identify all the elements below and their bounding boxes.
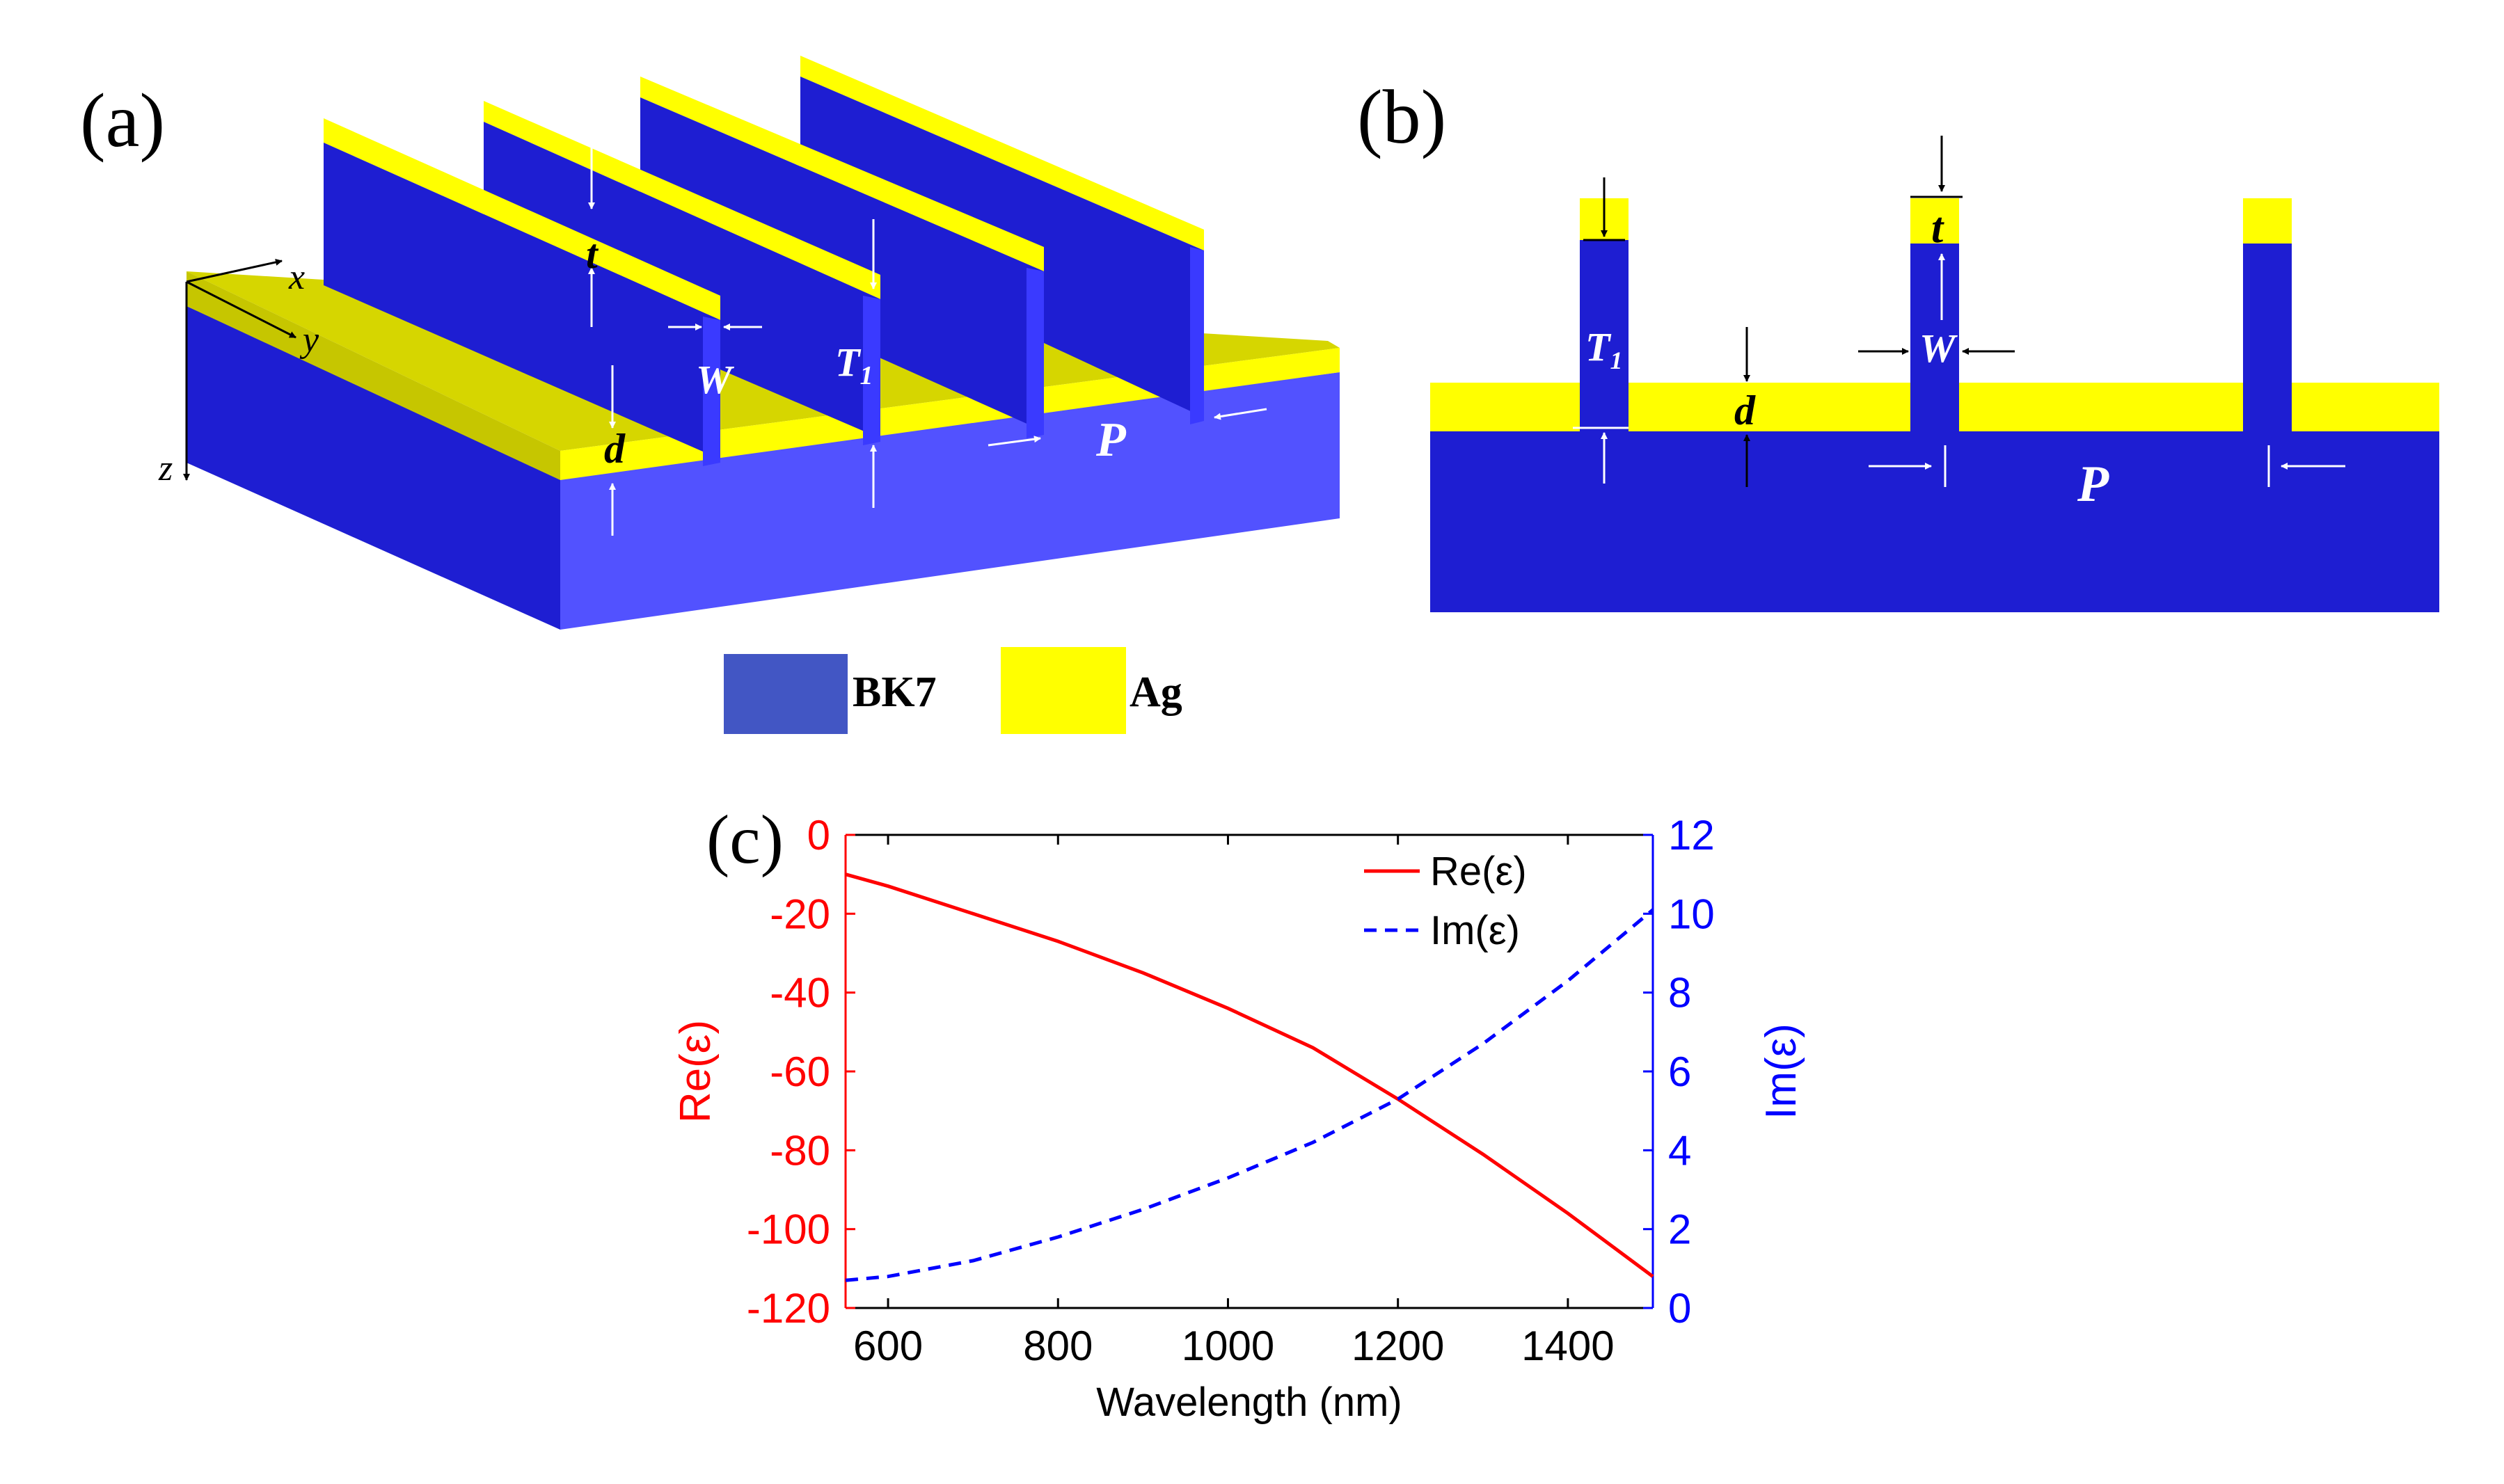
right-y-axis-label: Im(ε) xyxy=(1757,1023,1805,1119)
axis-x-label: x xyxy=(288,257,305,297)
legend-swatch-bk7 xyxy=(724,654,848,734)
left-y-tick-label--100: -100 xyxy=(747,1206,830,1253)
left-y-tick-label--20: -20 xyxy=(770,891,830,937)
rib-1-cross-section xyxy=(1580,240,1629,431)
label-P-b: P xyxy=(2077,456,2109,513)
panel-c-label: (c) xyxy=(706,801,784,878)
axis-z-label: z xyxy=(158,449,173,488)
right-y-tick-label-2: 2 xyxy=(1668,1206,1691,1253)
legend-swatch-ag xyxy=(1001,647,1126,734)
left-y-tick-label--40: -40 xyxy=(770,970,830,1016)
label-d-b: d xyxy=(1734,388,1756,433)
legend-label-bk7: BK7 xyxy=(853,669,937,716)
chart-legend-label-0: Re(ε) xyxy=(1430,849,1527,894)
panel-a-label: (a) xyxy=(80,78,165,163)
axis-y-label: y xyxy=(299,320,319,360)
panel-b: (b) t T1 W d P xyxy=(1357,74,2439,612)
label-W-a: W xyxy=(696,357,734,402)
series-line-re-eps xyxy=(845,872,1654,1278)
label-T1-b: T1 xyxy=(1585,324,1622,374)
x-axis-label: Wavelength (nm) xyxy=(1096,1380,1402,1425)
x-tick-label-1400: 1400 xyxy=(1521,1323,1614,1369)
substrate-left-face xyxy=(187,306,560,630)
panel-b-label: (b) xyxy=(1357,74,1446,159)
x-tick-label-1000: 1000 xyxy=(1182,1323,1274,1369)
right-y-tick-label-8: 8 xyxy=(1668,970,1691,1016)
left-y-tick-label--60: -60 xyxy=(770,1048,830,1095)
right-y-tick-label-10: 10 xyxy=(1668,891,1715,937)
series-line-im-eps xyxy=(845,908,1654,1282)
x-tick-label-800: 800 xyxy=(1023,1323,1093,1369)
panel-c: (c) 600 800 1000 1200 1400 0 -20 -40 -60 -80 -100 -… xyxy=(672,801,1805,1425)
permittivity-chart: 600 800 1000 1200 1400 0 -20 -40 -60 -80 -100 -120 1… xyxy=(672,812,1805,1425)
substrate-cross-section xyxy=(1430,431,2439,612)
label-T1-a: T1 xyxy=(835,340,873,390)
coordinate-axes xyxy=(183,259,296,481)
rib-3-cross-section xyxy=(2243,244,2292,431)
label-W-b: W xyxy=(1919,326,1958,371)
left-y-axis-label: Re(ε) xyxy=(672,1020,720,1123)
structure-3d: x y z t W T1 d P xyxy=(158,56,1340,630)
rib-2-cross-section xyxy=(1910,244,1959,431)
material-legend: BK7 Ag xyxy=(724,647,1182,734)
legend-label-ag: Ag xyxy=(1130,669,1182,716)
dimension-arrows-b xyxy=(1573,136,2345,487)
panel-a: (a) xyxy=(80,56,1340,734)
rib-2-cap xyxy=(1910,198,1959,244)
left-y-tick-label-0: 0 xyxy=(807,812,830,859)
label-t-a: t xyxy=(586,231,599,277)
label-P-a: P xyxy=(1095,413,1127,467)
rib-3-cap xyxy=(2243,198,2292,244)
chart-legend-label-1: Im(ε) xyxy=(1430,908,1520,953)
substrate-front-face xyxy=(560,372,1340,630)
right-y-tick-label-0: 0 xyxy=(1668,1285,1691,1332)
rib-1 xyxy=(324,118,720,466)
left-y-tick-label--80: -80 xyxy=(770,1127,830,1174)
label-t-b: t xyxy=(1931,205,1944,252)
x-tick-label-600: 600 xyxy=(853,1323,923,1369)
left-y-tick-label--120: -120 xyxy=(747,1285,830,1332)
dimension-arrows-a xyxy=(588,146,1267,536)
x-tick-label-1200: 1200 xyxy=(1352,1323,1444,1369)
right-y-tick-label-6: 6 xyxy=(1668,1048,1691,1095)
ag-film-left-edge xyxy=(187,271,560,480)
label-d-a: d xyxy=(604,426,626,472)
right-y-tick-label-12: 12 xyxy=(1668,812,1715,859)
right-y-tick-label-4: 4 xyxy=(1668,1127,1691,1174)
